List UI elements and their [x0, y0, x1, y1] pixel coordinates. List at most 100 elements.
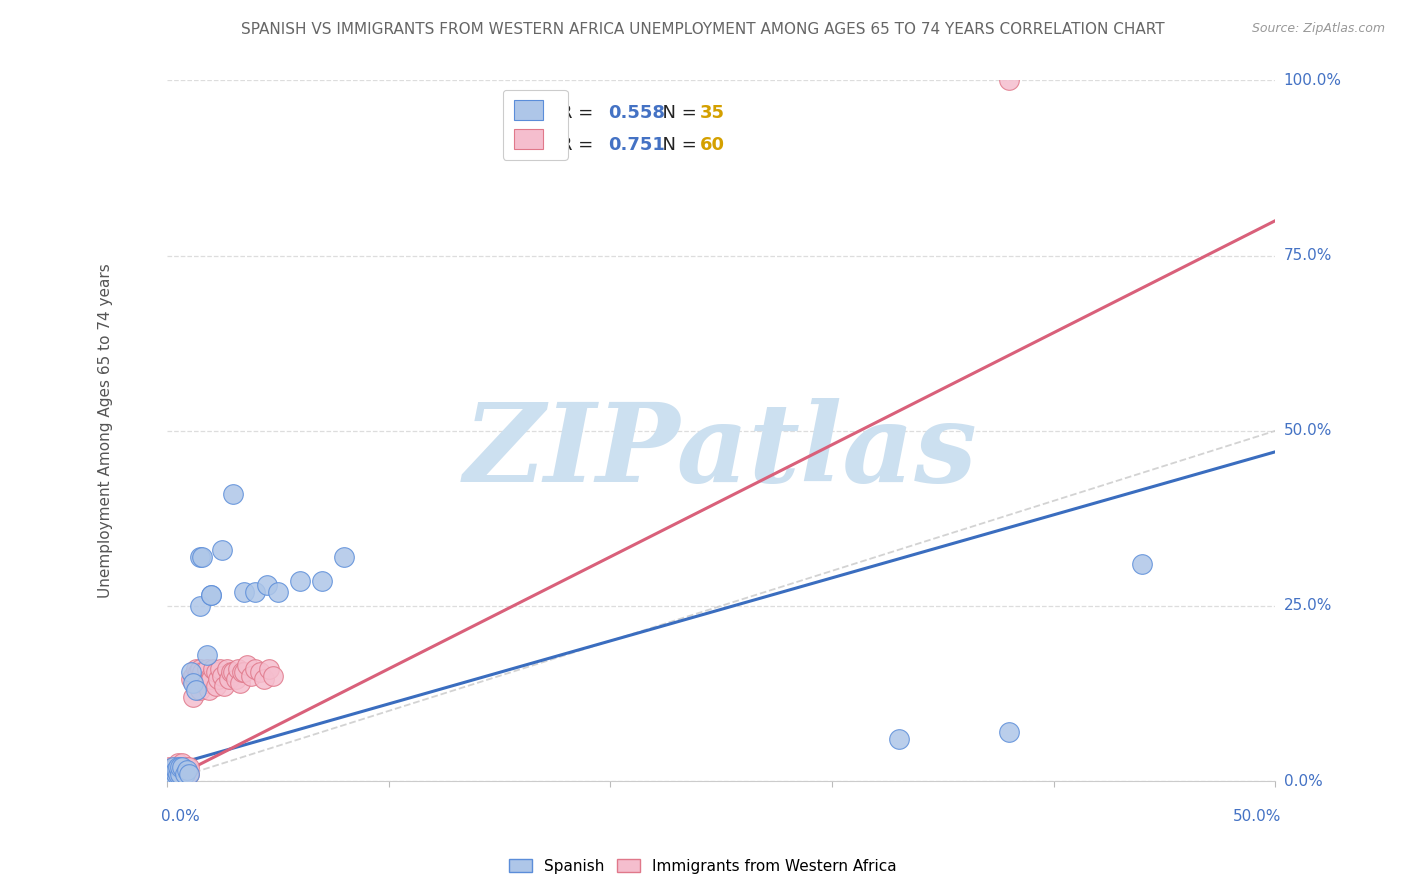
Point — [256, 578, 278, 592]
Point — [184, 682, 207, 697]
Point — [200, 669, 222, 683]
Point — [157, 767, 180, 781]
Point — [222, 487, 245, 501]
Text: 0.558: 0.558 — [607, 104, 665, 122]
Point — [200, 588, 222, 602]
Point — [200, 673, 222, 687]
Legend: Spanish, Immigrants from Western Africa: Spanish, Immigrants from Western Africa — [503, 853, 903, 880]
Text: R =: R = — [561, 104, 599, 122]
Text: ZIPatlas: ZIPatlas — [464, 398, 979, 506]
Point — [177, 767, 200, 781]
Point — [173, 764, 195, 778]
Point — [176, 764, 198, 778]
Point — [173, 767, 195, 781]
Point — [211, 542, 233, 557]
Text: Source: ZipAtlas.com: Source: ZipAtlas.com — [1251, 22, 1385, 36]
Text: Unemployment Among Ages 65 to 74 years: Unemployment Among Ages 65 to 74 years — [98, 263, 114, 599]
Point — [195, 676, 218, 690]
Point — [180, 673, 202, 687]
Point — [162, 760, 184, 774]
Point — [195, 662, 218, 676]
Point — [208, 662, 231, 676]
Point — [157, 767, 180, 781]
Point — [204, 680, 226, 694]
Point — [177, 760, 200, 774]
Point — [188, 549, 211, 564]
Point — [167, 767, 190, 781]
Text: 0.0%: 0.0% — [162, 809, 200, 824]
Point — [169, 760, 191, 774]
Point — [288, 574, 311, 589]
Point — [191, 665, 214, 680]
Point — [218, 673, 240, 687]
Point — [191, 549, 214, 564]
Point — [245, 585, 267, 599]
Point — [211, 669, 233, 683]
Point — [160, 767, 183, 781]
Point — [253, 673, 276, 687]
Point — [167, 756, 190, 771]
Point — [207, 673, 229, 687]
Point — [233, 585, 256, 599]
Point — [240, 669, 263, 683]
Text: N =: N = — [651, 104, 703, 122]
Text: 0.0%: 0.0% — [1284, 773, 1323, 789]
Point — [176, 760, 198, 774]
Point — [188, 682, 211, 697]
Point — [225, 673, 247, 687]
Point — [169, 767, 191, 781]
Point — [173, 767, 195, 781]
Point — [162, 767, 184, 781]
Point — [169, 760, 191, 774]
Text: N =: N = — [651, 136, 703, 154]
Point — [184, 676, 207, 690]
Point — [311, 574, 333, 589]
Text: 75.0%: 75.0% — [1284, 248, 1331, 263]
Point — [187, 665, 209, 680]
Point — [165, 767, 187, 781]
Point — [198, 682, 221, 697]
Point — [245, 662, 267, 676]
Text: 25.0%: 25.0% — [1284, 599, 1331, 614]
Point — [167, 760, 190, 774]
Point — [180, 665, 202, 680]
Point — [160, 764, 183, 778]
Point — [219, 665, 242, 680]
Text: 50.0%: 50.0% — [1233, 809, 1281, 824]
Point — [157, 760, 180, 774]
Point — [162, 760, 184, 774]
Point — [204, 665, 226, 680]
Point — [266, 585, 288, 599]
Point — [162, 764, 184, 778]
Point — [183, 676, 205, 690]
Point — [177, 767, 200, 781]
Point — [226, 662, 249, 676]
Point — [172, 767, 194, 781]
Point — [998, 73, 1021, 87]
Point — [195, 648, 218, 662]
Point — [169, 767, 191, 781]
Point — [222, 665, 245, 680]
Point — [184, 662, 207, 676]
Point — [200, 588, 222, 602]
Point — [165, 760, 187, 774]
Point — [235, 658, 257, 673]
Point — [202, 662, 225, 676]
Point — [165, 764, 187, 778]
Text: 50.0%: 50.0% — [1284, 423, 1331, 438]
Text: SPANISH VS IMMIGRANTS FROM WESTERN AFRICA UNEMPLOYMENT AMONG AGES 65 TO 74 YEARS: SPANISH VS IMMIGRANTS FROM WESTERN AFRIC… — [242, 22, 1164, 37]
Point — [249, 665, 271, 680]
Point — [172, 760, 194, 774]
Point — [233, 665, 256, 680]
Point — [262, 669, 284, 683]
Text: 100.0%: 100.0% — [1284, 73, 1341, 88]
Point — [333, 549, 356, 564]
Point — [188, 599, 211, 613]
Point — [231, 665, 253, 680]
Point — [160, 764, 183, 778]
Point — [172, 756, 194, 771]
Point — [229, 676, 252, 690]
Text: 0.751: 0.751 — [607, 136, 665, 154]
Point — [998, 725, 1021, 739]
Point — [183, 669, 205, 683]
